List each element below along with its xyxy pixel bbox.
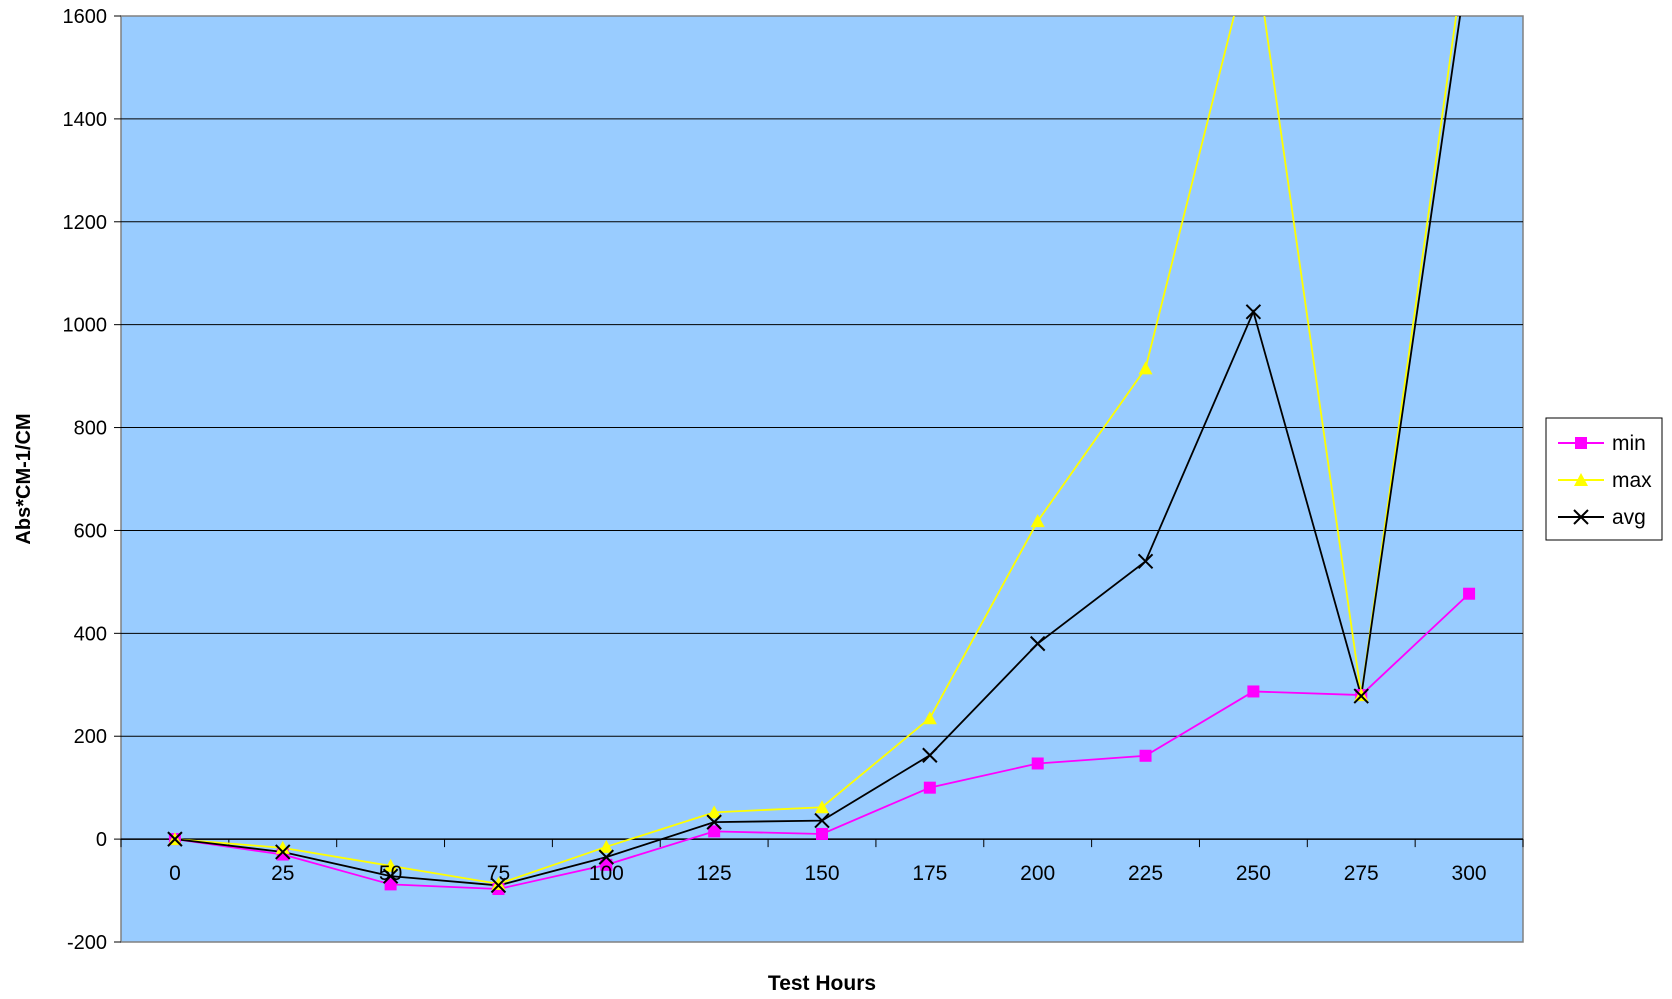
data-point-max: [707, 805, 722, 819]
data-point-max: [1138, 361, 1153, 375]
data-point-avg: [275, 844, 291, 860]
data-point-max: [1354, 688, 1369, 702]
x-tick-label: 50: [379, 862, 402, 885]
legend-label-max: max: [1612, 469, 1652, 492]
data-point-avg: [167, 831, 183, 847]
x-tick-label: 125: [697, 862, 732, 885]
x-tick-label: 75: [487, 862, 510, 885]
x-tick-label: 300: [1452, 862, 1487, 885]
data-point-max: [383, 858, 398, 872]
legend-marker-max: [1574, 473, 1588, 486]
y-tick-label: 1200: [63, 212, 108, 234]
data-point-avg: [922, 747, 938, 763]
data-point-avg: [382, 868, 399, 884]
x-tick-label: 175: [912, 862, 947, 885]
series-markers: [167, 304, 1476, 896]
data-point-min: [923, 781, 936, 794]
data-point-avg: [706, 814, 722, 830]
x-tick-label: 275: [1344, 862, 1379, 885]
data-point-avg: [1137, 553, 1154, 570]
x-tick-labels: 0 25 50 75 100 125 150 175 200 225 250 275 300: [169, 862, 1487, 885]
data-point-min: [1463, 587, 1476, 600]
data-point-min: [708, 825, 721, 838]
y-tick-label: 800: [74, 418, 107, 440]
x-tick-label: 225: [1128, 862, 1163, 885]
plot-area: [120, 15, 1524, 943]
data-point-min: [816, 827, 828, 840]
y-tick-label: 1400: [63, 109, 108, 131]
data-point-avg: [1353, 688, 1369, 704]
data-point-min: [1031, 757, 1044, 770]
data-point-min: [1247, 685, 1260, 698]
data-point-max: [1030, 514, 1045, 528]
data-point-min: [600, 858, 613, 871]
x-tick-label: 250: [1236, 862, 1271, 885]
x-tick-label: 200: [1020, 862, 1055, 885]
legend-label-min: min: [1612, 432, 1646, 455]
data-point-min: [384, 878, 397, 891]
y-tick-labels: -200 0 200 400 600 800 1000 1200 1400 1600: [63, 6, 121, 954]
y-tick-label: 1000: [63, 315, 108, 337]
y-tick-label: -200: [67, 932, 107, 954]
legend-marker-min: [1575, 437, 1587, 449]
data-point-min: [1139, 749, 1152, 762]
x-tick-label: 25: [271, 862, 294, 885]
y-tick-label: 600: [74, 520, 107, 542]
data-point-avg: [1029, 635, 1046, 652]
data-point-max: [599, 839, 614, 853]
x-tick-label: 150: [804, 862, 839, 885]
y-tick-label: 1600: [63, 6, 108, 28]
data-point-max: [491, 876, 506, 890]
y-tick-label: 400: [74, 623, 107, 645]
y-axis-label: Abs*CM-1/CM: [13, 413, 35, 544]
data-point-avg: [598, 849, 615, 865]
data-point-max: [815, 800, 829, 814]
data-point-avg: [490, 877, 507, 894]
legend-label-avg: avg: [1612, 506, 1646, 529]
data-point-avg: [1245, 304, 1262, 320]
data-point-avg: [814, 812, 830, 829]
y-tick-label: 0: [96, 829, 107, 851]
data-point-max: [275, 840, 290, 854]
x-tick-label: 100: [589, 862, 624, 885]
y-tick-label: 200: [74, 726, 107, 748]
x-axis-label: Test Hours: [768, 972, 876, 995]
legend: min max avg: [1545, 417, 1663, 541]
data-point-max: [922, 711, 937, 725]
legend-marker-avg: [1573, 509, 1589, 525]
x-tick-label: 0: [169, 862, 181, 885]
